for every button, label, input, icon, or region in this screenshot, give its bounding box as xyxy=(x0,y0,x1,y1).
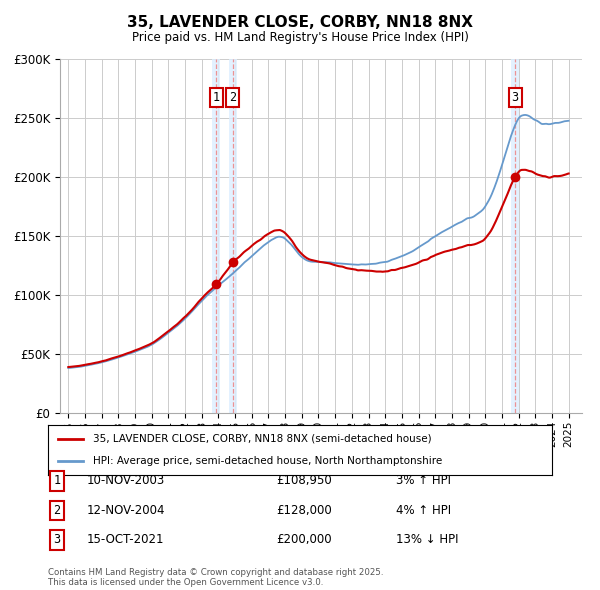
Text: HPI: Average price, semi-detached house, North Northamptonshire: HPI: Average price, semi-detached house,… xyxy=(94,456,443,466)
Bar xyxy=(212,59,220,413)
Text: 10-NOV-2003: 10-NOV-2003 xyxy=(87,474,165,487)
Text: Price paid vs. HM Land Registry's House Price Index (HPI): Price paid vs. HM Land Registry's House … xyxy=(131,31,469,44)
Text: £108,950: £108,950 xyxy=(276,474,332,487)
Text: 35, LAVENDER CLOSE, CORBY, NN18 8NX (semi-detached house): 35, LAVENDER CLOSE, CORBY, NN18 8NX (sem… xyxy=(94,434,432,444)
Text: 4% ↑ HPI: 4% ↑ HPI xyxy=(396,504,451,517)
Text: 1: 1 xyxy=(53,474,61,487)
Text: 3: 3 xyxy=(53,533,61,546)
Text: 15-OCT-2021: 15-OCT-2021 xyxy=(87,533,164,546)
Text: 2: 2 xyxy=(229,91,236,104)
Text: 2: 2 xyxy=(53,504,61,517)
Bar xyxy=(511,59,519,413)
Text: Contains HM Land Registry data © Crown copyright and database right 2025.
This d: Contains HM Land Registry data © Crown c… xyxy=(48,568,383,587)
Text: 12-NOV-2004: 12-NOV-2004 xyxy=(87,504,166,517)
Bar xyxy=(229,59,237,413)
Text: £128,000: £128,000 xyxy=(276,504,332,517)
Text: 35, LAVENDER CLOSE, CORBY, NN18 8NX: 35, LAVENDER CLOSE, CORBY, NN18 8NX xyxy=(127,15,473,30)
Text: 13% ↓ HPI: 13% ↓ HPI xyxy=(396,533,458,546)
Text: 3: 3 xyxy=(512,91,518,104)
Text: 1: 1 xyxy=(213,91,220,104)
Text: 3% ↑ HPI: 3% ↑ HPI xyxy=(396,474,451,487)
Text: £200,000: £200,000 xyxy=(276,533,332,546)
